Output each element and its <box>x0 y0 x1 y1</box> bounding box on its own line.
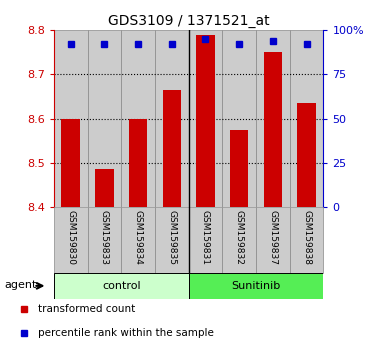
Bar <box>189 30 223 207</box>
Bar <box>223 207 256 273</box>
Text: control: control <box>102 281 141 291</box>
Bar <box>290 207 323 273</box>
Title: GDS3109 / 1371521_at: GDS3109 / 1371521_at <box>108 14 270 28</box>
Bar <box>290 30 323 207</box>
Bar <box>223 30 256 207</box>
Text: Sunitinib: Sunitinib <box>231 281 281 291</box>
Text: GSM159830: GSM159830 <box>66 210 75 266</box>
Bar <box>129 119 147 207</box>
Text: percentile rank within the sample: percentile rank within the sample <box>38 328 214 338</box>
Bar <box>256 207 290 273</box>
Text: GSM159833: GSM159833 <box>100 210 109 266</box>
Text: agent: agent <box>4 280 37 290</box>
Bar <box>162 90 181 207</box>
Text: GSM159837: GSM159837 <box>268 210 277 266</box>
Text: transformed count: transformed count <box>38 304 136 314</box>
Bar <box>121 30 155 207</box>
Bar <box>121 207 155 273</box>
Bar <box>155 207 189 273</box>
Bar <box>189 207 223 273</box>
Bar <box>155 30 189 207</box>
Bar <box>189 273 323 299</box>
Bar <box>88 207 121 273</box>
Bar <box>196 35 215 207</box>
Bar <box>264 52 282 207</box>
Bar <box>88 30 121 207</box>
Bar <box>256 30 290 207</box>
Bar <box>54 207 88 273</box>
Text: GSM159832: GSM159832 <box>235 210 244 265</box>
Text: GSM159838: GSM159838 <box>302 210 311 266</box>
Bar <box>54 30 88 207</box>
Bar <box>95 170 114 207</box>
Bar <box>62 119 80 207</box>
Bar <box>54 273 189 299</box>
Bar <box>230 130 248 207</box>
Text: GSM159835: GSM159835 <box>167 210 176 266</box>
Text: GSM159831: GSM159831 <box>201 210 210 266</box>
Text: GSM159834: GSM159834 <box>134 210 142 265</box>
Bar <box>297 103 316 207</box>
